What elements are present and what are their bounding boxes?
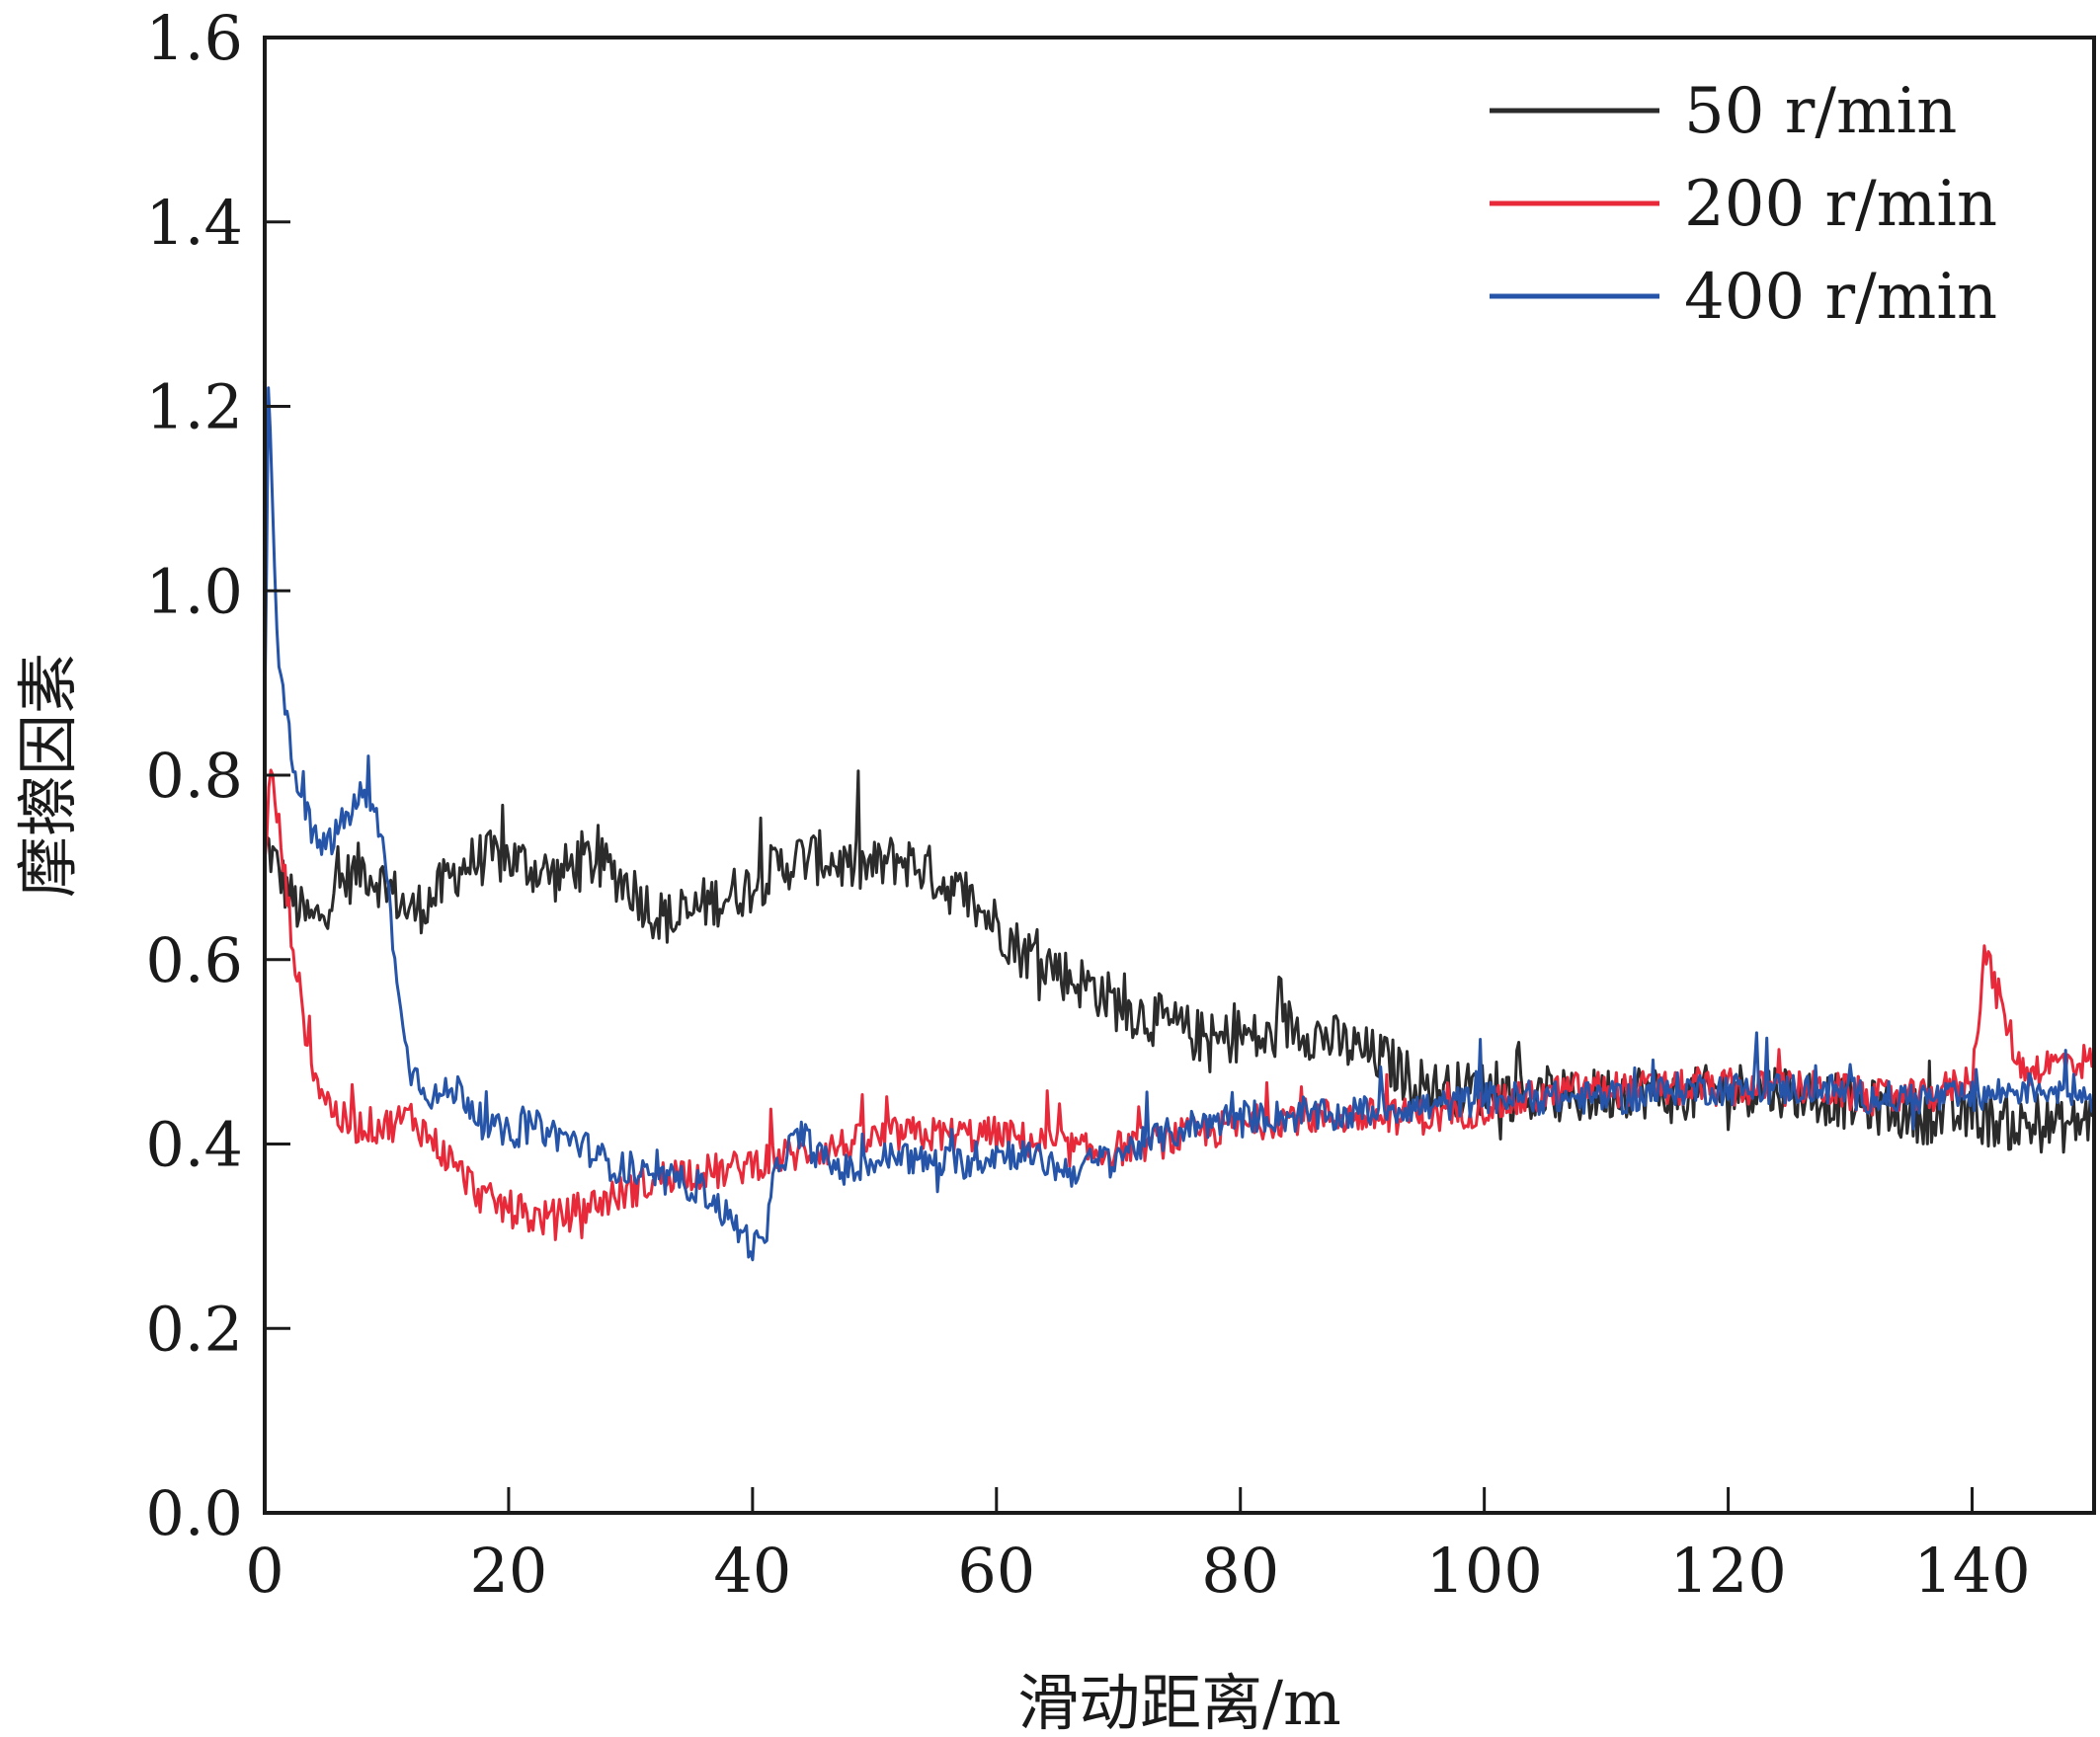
x-tick-label: 100: [1425, 1535, 1542, 1607]
y-tick-label: 1.6: [145, 2, 243, 74]
legend-label-2: 400 r/min: [1684, 261, 1997, 334]
y-axis: 0.0 0.2 0.4 0.6 0.8 1.0 1.2 1.4 1.6: [145, 2, 290, 1549]
x-tick-label: 140: [1913, 1535, 2030, 1607]
y-tick-label: 0.6: [145, 924, 243, 996]
y-tick-label: 0.0: [145, 1477, 243, 1549]
legend: 50 r/min 200 r/min 400 r/min: [1490, 75, 1997, 334]
y-axis-title: 摩擦因素: [12, 653, 84, 898]
x-axis-title: 滑动距离/m: [1017, 1667, 1341, 1737]
y-tick-label: 1.4: [145, 187, 243, 259]
x-tick-label: 120: [1669, 1535, 1786, 1607]
plot-frame: [263, 36, 2096, 1515]
x-tick-label: 0: [245, 1535, 283, 1607]
x-tick-label: 20: [469, 1535, 547, 1607]
x-tick-label: 40: [713, 1535, 791, 1607]
x-tick-label: 60: [957, 1535, 1035, 1607]
legend-label-0: 50 r/min: [1684, 75, 1957, 148]
y-tick-label: 0.8: [145, 740, 243, 812]
y-tick-label: 1.2: [145, 371, 243, 443]
x-tick-label: 80: [1201, 1535, 1279, 1607]
y-tick-label: 1.0: [145, 555, 243, 627]
legend-label-1: 200 r/min: [1684, 168, 1997, 241]
y-tick-label: 0.4: [145, 1109, 243, 1181]
series-line-1: [263, 768, 2096, 1241]
y-tick-label: 0.2: [145, 1293, 243, 1365]
series-line-2: [263, 386, 2096, 1262]
plot-content: [263, 386, 2096, 1262]
x-axis: 0 20 40 60 80 100 120 140: [245, 1487, 2031, 1607]
